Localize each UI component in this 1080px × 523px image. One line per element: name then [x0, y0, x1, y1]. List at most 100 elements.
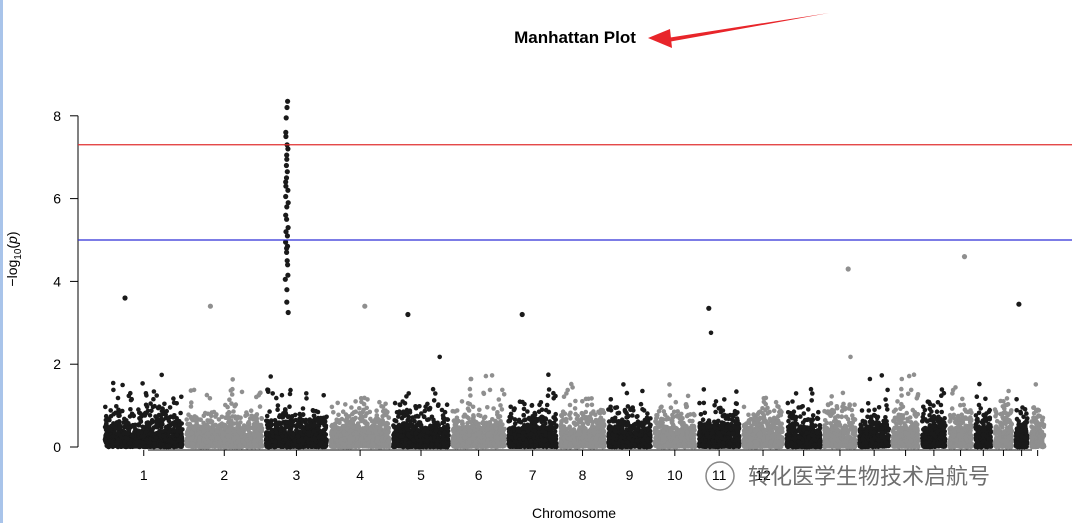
- snp-point: [259, 439, 264, 444]
- snp-point: [171, 400, 177, 406]
- snp-point: [108, 408, 113, 413]
- chart-title: Manhattan Plot: [514, 28, 636, 47]
- snp-point: [300, 406, 306, 411]
- snp-point: [157, 429, 163, 435]
- snp-point: [102, 437, 108, 442]
- snp-point: [476, 412, 481, 418]
- snp-point: [195, 443, 200, 449]
- snp-point: [163, 437, 168, 442]
- snp-point: [222, 423, 228, 428]
- snp-point: [248, 408, 254, 414]
- snp-point: [115, 438, 120, 444]
- x-tick-label: 7: [529, 467, 537, 483]
- snp-point: [189, 436, 194, 442]
- snp-point: [341, 424, 346, 429]
- snp-point: [294, 427, 299, 433]
- snp-point: [169, 439, 174, 445]
- y-tick-label: 0: [53, 439, 61, 455]
- snp-point: [231, 409, 236, 414]
- y-tick-label: 8: [53, 108, 61, 124]
- y-tick-label: 4: [53, 273, 61, 289]
- snp-point: [189, 444, 195, 450]
- snp-point: [498, 403, 503, 408]
- snp-point: [374, 439, 380, 444]
- snp-point: [307, 418, 312, 424]
- snp-point: [361, 401, 367, 407]
- snp-point: [226, 409, 232, 415]
- snp-point: [272, 443, 277, 448]
- snp-point: [491, 406, 496, 411]
- snp-point: [179, 394, 184, 400]
- snp-point: [404, 426, 410, 432]
- snp-point: [319, 418, 325, 424]
- snp-point: [255, 422, 261, 428]
- snp-point: [428, 423, 433, 429]
- snp-point: [392, 435, 397, 441]
- snp-point: [136, 430, 141, 436]
- snp-point: [424, 438, 430, 444]
- snp-point: [216, 417, 222, 422]
- snp-point: [397, 402, 403, 407]
- snp-point: [353, 399, 358, 404]
- snp-point: [129, 433, 135, 438]
- snp-point: [142, 444, 148, 450]
- snp-point: [231, 436, 237, 442]
- snp-point: [485, 405, 490, 410]
- snp-point: [296, 438, 302, 443]
- snp-point: [267, 409, 272, 414]
- snp-point: [274, 430, 279, 436]
- snp-point: [140, 381, 145, 386]
- snp-point: [172, 413, 177, 418]
- x-tick-label: 9: [626, 467, 634, 483]
- snp-point: [240, 438, 245, 444]
- snp-point: [202, 410, 208, 416]
- snp-point: [444, 402, 450, 408]
- snp-point: [275, 403, 281, 408]
- snp-point: [107, 438, 112, 444]
- snp-point: [122, 444, 128, 449]
- snp-point: [123, 421, 128, 426]
- snp-point: [287, 429, 293, 435]
- snp-point: [346, 444, 352, 449]
- snp-point: [191, 387, 197, 393]
- snp-point: [300, 424, 306, 430]
- snp-point: [309, 437, 315, 442]
- snp-point: [104, 420, 109, 426]
- snp-point: [287, 391, 293, 397]
- snp-point: [385, 409, 390, 415]
- snp-point: [321, 429, 326, 435]
- snp-point: [362, 428, 367, 434]
- snp-point: [229, 392, 235, 397]
- snp-point: [350, 411, 355, 417]
- snp-point: [264, 413, 270, 419]
- snp-point: [246, 419, 251, 425]
- snp-point: [199, 443, 204, 449]
- snp-point: [223, 402, 228, 408]
- snp-point: [335, 400, 341, 406]
- snp-point: [158, 441, 164, 447]
- snp-point: [120, 382, 125, 388]
- snp-point: [417, 433, 423, 439]
- snp-point: [340, 409, 346, 415]
- snp-point: [357, 406, 362, 411]
- snp-point: [428, 444, 434, 449]
- snp-point: [373, 417, 379, 422]
- snp-point: [311, 423, 316, 429]
- snp-point: [402, 401, 408, 406]
- snp-point: [289, 422, 295, 427]
- snp-point: [208, 418, 213, 423]
- snp-point: [186, 412, 191, 418]
- snp-point: [114, 404, 119, 409]
- snp-point: [152, 444, 157, 449]
- snp-point: [219, 428, 224, 434]
- snp-point: [123, 435, 128, 441]
- snp-point: [171, 396, 176, 401]
- snp-point: [336, 426, 341, 431]
- snp-point: [421, 414, 427, 420]
- snp-point: [433, 391, 438, 396]
- snp-point: [139, 434, 145, 440]
- snp-point: [257, 404, 263, 409]
- x-tick-label: 10: [667, 467, 683, 483]
